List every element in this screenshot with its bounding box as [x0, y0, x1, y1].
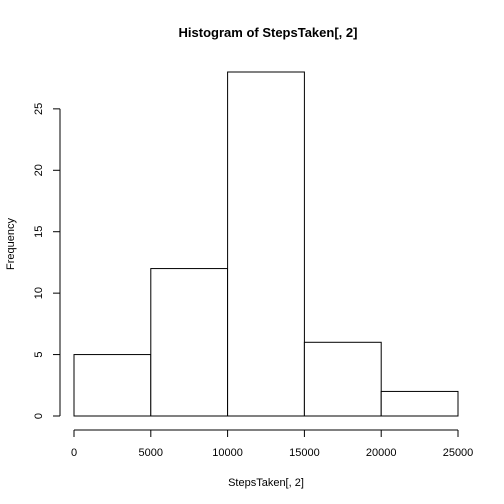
histogram-bar-1	[150, 268, 229, 417]
x-tick-label-1: 5000	[139, 447, 163, 459]
x-tick-label-2: 10000	[212, 447, 243, 459]
y-tick-label-2: 10	[33, 287, 45, 299]
chart-title: Histogram of StepsTaken[, 2]	[179, 25, 358, 40]
histogram-bars	[73, 71, 459, 417]
histogram-bar-0	[73, 354, 152, 417]
y-tick-label-3: 15	[33, 226, 45, 238]
x-axis: 0 5000 10000 15000 20000 25000	[71, 429, 474, 459]
histogram-bar-3	[303, 341, 382, 417]
x-axis-label: StepsTaken[, 2]	[228, 477, 304, 489]
x-tick-label-3: 15000	[289, 447, 320, 459]
y-axis-label: Frequency	[5, 218, 17, 270]
histogram-bar-4	[380, 390, 459, 417]
y-tick-label-4: 20	[33, 164, 45, 176]
y-axis: 0 5 10 15 20 25	[33, 103, 61, 419]
x-tick-label-4: 20000	[366, 447, 397, 459]
histogram-bar-2	[227, 71, 305, 417]
y-tick-label-0: 0	[33, 413, 45, 419]
x-tick-label-5: 25000	[443, 447, 474, 459]
x-tick-label-0: 0	[71, 447, 77, 459]
y-tick-label-1: 5	[33, 352, 45, 358]
y-tick-label-5: 25	[33, 103, 45, 115]
